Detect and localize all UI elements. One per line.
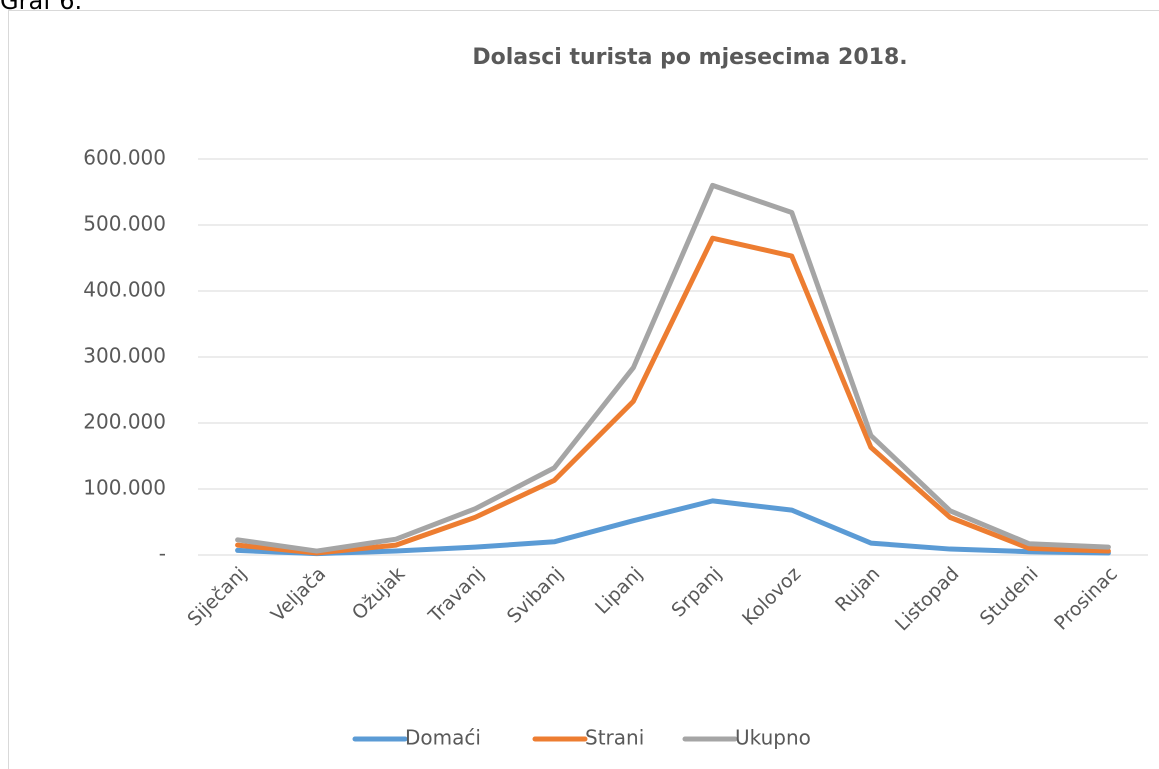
y-tick-label: 400.000 bbox=[83, 278, 166, 302]
series-line bbox=[235, 182, 1111, 554]
y-tick-label: 500.000 bbox=[83, 212, 166, 236]
chart-frame bbox=[8, 10, 1159, 769]
y-tick-label: 200.000 bbox=[83, 410, 166, 434]
legend-label: Ukupno bbox=[735, 726, 811, 750]
y-tick-label: 300.000 bbox=[83, 344, 166, 368]
chart-title: Dolasci turista po mjesecima 2018. bbox=[472, 45, 907, 70]
legend-label: Domaći bbox=[405, 726, 481, 750]
series-line bbox=[235, 235, 1111, 556]
y-tick-label: - bbox=[159, 542, 166, 566]
y-tick-label: 600.000 bbox=[83, 146, 166, 170]
y-tick-label: 100.000 bbox=[83, 476, 166, 500]
series-line bbox=[235, 498, 1111, 557]
legend-label: Strani bbox=[585, 726, 644, 750]
